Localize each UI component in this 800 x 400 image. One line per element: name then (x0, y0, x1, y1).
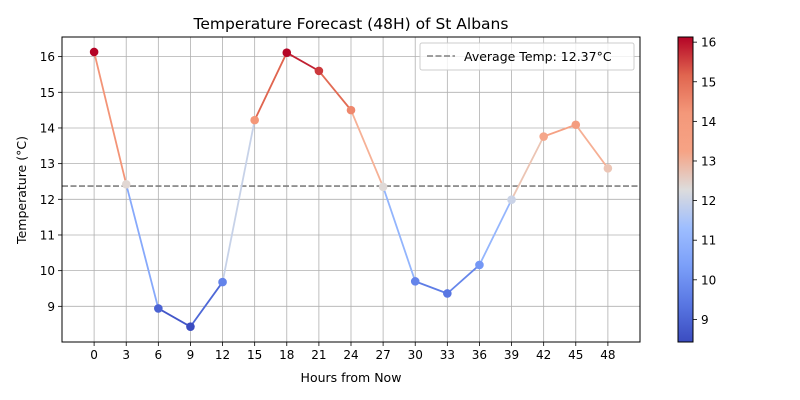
y-tick-label: 9 (47, 300, 55, 314)
data-point (346, 105, 356, 115)
data-point (378, 182, 388, 192)
y-tick-label: 13 (40, 157, 55, 171)
x-tick-label: 0 (90, 348, 98, 362)
colorbar: 9 10 11 12 13 14 15 16 (677, 36, 716, 343)
y-tick-label: 12 (40, 193, 55, 207)
colorbar-tick-label: 10 (701, 273, 716, 287)
data-point (443, 289, 452, 298)
x-tick-label: 15 (247, 348, 262, 362)
colorbar-tick-label: 13 (701, 154, 716, 168)
y-axis-label: Temperature (°C) (14, 136, 29, 245)
data-point (475, 260, 484, 270)
series-line (93, 51, 609, 328)
data-point (539, 132, 548, 141)
colorbar-tick-label: 11 (701, 234, 716, 248)
chart-title: Temperature Forecast (48H) of St Albans (193, 15, 509, 33)
x-tick-label: 48 (600, 348, 615, 362)
line-segment (189, 281, 224, 328)
data-point (571, 120, 581, 130)
data-point (250, 115, 259, 125)
data-point (314, 66, 324, 76)
colorbar-tick-label: 16 (701, 36, 716, 50)
y-tick-label: 16 (40, 50, 55, 64)
x-tick-label: 9 (187, 348, 195, 362)
legend: Average Temp: 12.37°C (419, 42, 635, 71)
legend-box (419, 42, 635, 71)
x-tick-label: 3 (122, 348, 130, 362)
x-tick-label: 39 (504, 348, 519, 362)
data-point (507, 195, 516, 204)
colorbar-tick-label: 12 (701, 194, 716, 208)
data-point (186, 322, 195, 331)
line-segment (350, 109, 385, 188)
colorbar-gradient (677, 36, 694, 343)
x-tick-label: 27 (375, 348, 390, 362)
x-tick-label: 6 (155, 348, 163, 362)
line-segment (574, 123, 609, 170)
legend-average-label: Average Temp: 12.37°C (464, 49, 612, 64)
x-tick-label: 12 (215, 348, 230, 362)
x-tick-label: 45 (568, 348, 583, 362)
line-segment (317, 69, 352, 112)
y-tick-label: 14 (40, 121, 55, 135)
data-point (154, 304, 163, 313)
x-tick-label: 24 (343, 348, 358, 362)
data-point (410, 277, 420, 286)
data-point (282, 48, 292, 57)
series-points (89, 47, 613, 331)
line-segment (414, 280, 449, 295)
colorbar-tick-label: 14 (701, 115, 716, 129)
x-tick-label: 18 (279, 348, 294, 362)
x-axis-label: Hours from Now (301, 370, 402, 385)
data-point (89, 47, 99, 57)
line-segment (382, 185, 417, 283)
colorbar-tick-label: 9 (701, 313, 709, 327)
line-segment (510, 135, 545, 201)
x-tick-label: 42 (536, 348, 551, 362)
data-point (603, 163, 613, 173)
line-segment (221, 119, 256, 283)
line-segment (478, 198, 513, 266)
data-point (121, 180, 131, 189)
line-segment (93, 51, 128, 186)
colorbar-ticks: 9 10 11 12 13 14 15 16 (693, 36, 716, 327)
x-axis-ticks: 0 3 6 9 12 15 18 21 24 27 30 33 36 39 42 45 48 (90, 342, 616, 362)
line-segment (285, 51, 320, 72)
colorbar-tick-label: 15 (701, 75, 716, 89)
x-tick-label: 21 (311, 348, 326, 362)
line-segment (542, 123, 577, 138)
data-point (218, 277, 227, 287)
x-tick-label: 33 (440, 348, 455, 362)
line-segment (157, 307, 192, 328)
y-tick-label: 15 (40, 86, 55, 100)
x-tick-label: 30 (408, 348, 423, 362)
x-tick-label: 36 (472, 348, 487, 362)
line-segment (446, 264, 481, 295)
y-tick-label: 10 (40, 264, 55, 278)
y-tick-label: 11 (40, 228, 55, 242)
line-segment (253, 51, 288, 122)
grid-lines (62, 37, 640, 342)
y-axis-ticks: 9 10 11 12 13 14 15 16 (40, 50, 62, 314)
line-segment (125, 183, 160, 310)
